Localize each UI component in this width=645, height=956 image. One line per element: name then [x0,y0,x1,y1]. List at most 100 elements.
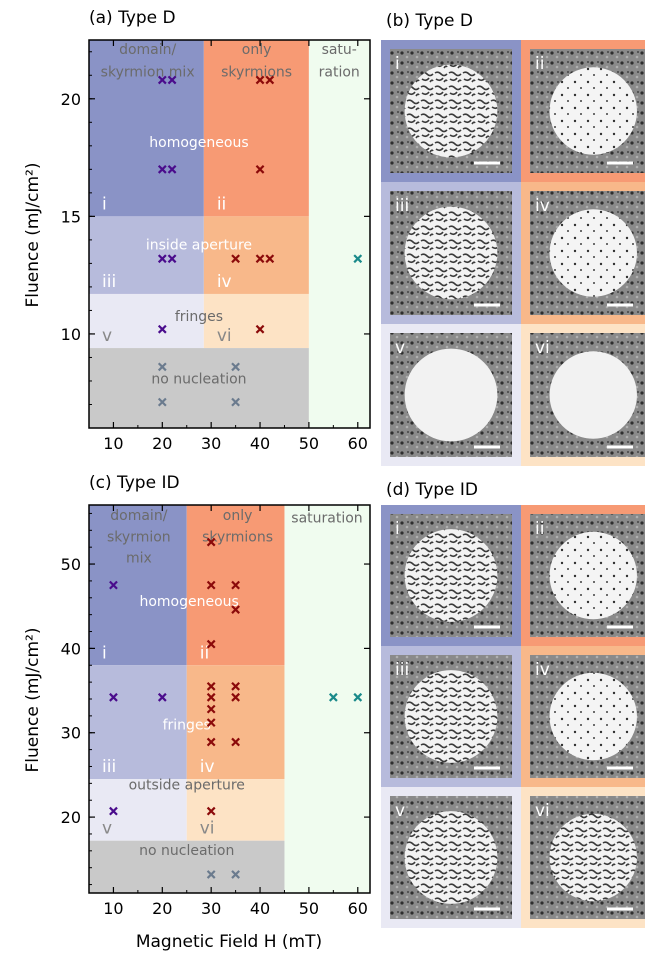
aperture-disc [549,813,637,902]
marker-none [206,870,216,879]
marker-skyrmion [231,254,240,264]
marker-skyrmion [206,639,216,649]
marker-skyrmion [231,605,240,614]
region-label: only [223,508,253,524]
x-tick-label: 10 [103,899,123,918]
marker-saturation [353,254,363,264]
marker-domain [167,75,177,85]
region-label: outside aperture [129,777,245,793]
marker-skyrmion [206,718,216,727]
region-label: domain/ [110,508,167,524]
tile-roman-label: iii [395,660,409,680]
region-fringes_left [89,779,187,841]
region-label: satu- [322,42,357,58]
region-skyrmions [203,40,309,217]
y-tick-label: 30 [61,724,81,743]
tile-roman-label: iii [395,196,409,216]
marker-skyrmion [265,254,275,264]
marker-domain [167,164,177,174]
region-label: mix [126,550,152,566]
x-tick-label: 50 [299,434,319,453]
marker-none [157,362,167,372]
region-saturation [308,40,370,428]
marker-domain [157,692,167,702]
marker-skyrmion [206,704,216,714]
x-tick-label: 10 [103,434,123,453]
panel-c-ylabel: Fluence (mJ/cm²) [23,627,43,772]
image-tile-ii: ii [521,40,645,182]
tile-roman-label: i [395,54,400,74]
panel-a-title: (a) Type D [89,8,176,28]
region-domain_mix [89,40,204,217]
panel-a-ylabel: Fluence (mJ/cm²) [23,162,43,307]
y-tick-label: 40 [61,639,81,658]
region-no_nucleation [89,348,309,428]
image-tile-v: v [381,324,521,466]
panel-a-axes: 10 20 30 40 50 60 10 15 20 [61,39,371,453]
region-fringes_right [203,293,309,349]
marker-domain [157,254,167,264]
image-tile-iv: iv [521,646,645,787]
image-tile-iii: iii [381,182,521,324]
tile-roman-label: ii [535,519,544,539]
marker-skyrmion [206,737,216,747]
image-tile-vi: vi [521,324,645,466]
region-roman-label: iii [102,757,116,777]
aperture-disc [549,209,637,297]
region-roman-label: iv [200,757,215,777]
region-label: skyrmions [221,64,292,80]
marker-domain [167,254,177,264]
marker-none [157,397,167,407]
panel-d-title: (d) Type ID [386,480,478,500]
marker-skyrmion [206,681,216,691]
aperture-disc [404,206,498,300]
panel-c-axes: 10 20 30 40 50 60 20 30 40 50 [61,504,371,918]
panel-c-markers [109,537,363,879]
tile-roman-label: v [395,801,405,821]
y-tick-label: 20 [61,90,81,109]
tile-roman-label: iv [535,660,550,680]
image-tile-iii: iii [381,646,521,787]
x-tick-label: 30 [201,434,221,453]
marker-skyrmion [231,692,240,702]
tile-roman-label: vi [535,801,550,821]
image-tile-i: i [381,505,521,646]
region-label: inside aperture [146,237,252,253]
region-label: saturation [291,511,362,527]
tile-roman-label: iv [535,196,550,216]
plot-frame [88,39,371,429]
region-roman-label: iii [102,272,116,292]
panel-c-region-labels: domain/skyrmion mix only skyrmions saturatio… [107,508,363,859]
region-roman-label: v [102,819,112,839]
x-tick-label: 30 [201,899,221,918]
marker-saturation [328,692,338,702]
region-domain_mix [89,505,187,666]
aperture-disc [549,672,637,761]
panel-c-title: (c) Type ID [89,473,180,493]
region-label: homogeneous [149,135,248,151]
image-tile-i: i [381,40,521,182]
x-tick-label: 40 [250,899,270,918]
marker-skyrmion [255,75,265,85]
region-inside_right [186,665,285,780]
image-tile-v: v [381,787,521,928]
aperture-disc [404,348,498,442]
region-roman-label: vi [217,326,232,346]
region-roman-label: i [102,643,107,663]
region-label: no nucleation [139,843,234,859]
marker-saturation [353,692,363,702]
aperture-disc [549,351,637,439]
y-tick-label: 50 [61,555,81,574]
tile-roman-label: ii [535,54,544,74]
x-tick-label: 60 [348,899,368,918]
region-roman-label: i [102,194,107,214]
panel-c-xlabel: Magnetic Field H (mT) [136,932,322,952]
panel-a-region-labels: domain/skyrmion mix only skyrmions satu-rat… [101,42,360,387]
x-tick-label: 20 [152,899,172,918]
aperture-disc [404,64,498,158]
